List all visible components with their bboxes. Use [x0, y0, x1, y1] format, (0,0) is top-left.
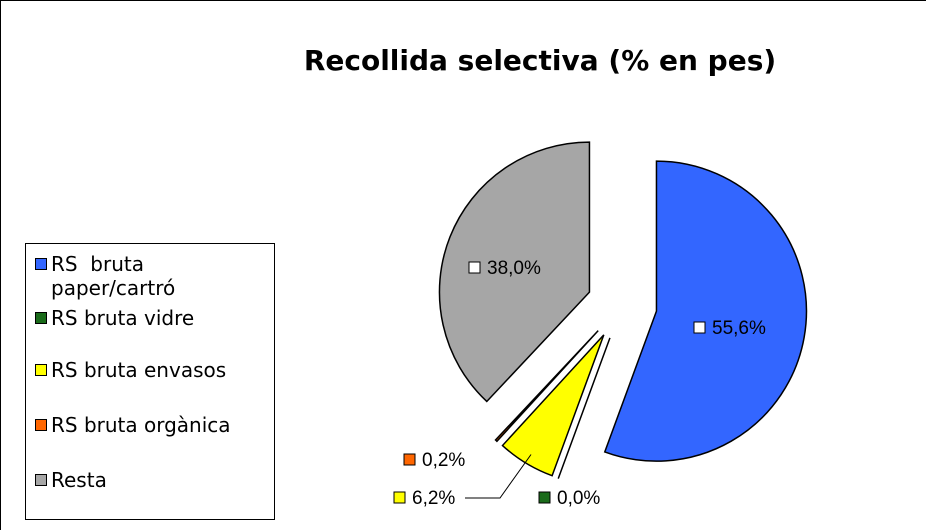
- pie-slice: [494, 330, 599, 443]
- label-swatch: [403, 453, 416, 466]
- legend-swatch: [35, 258, 47, 270]
- pie-slice: [603, 160, 808, 462]
- label-swatch: [468, 261, 481, 274]
- legend-entry: RS bruta orgànica: [34, 413, 274, 437]
- label-swatch: [393, 491, 406, 504]
- data-label: 38,0%: [487, 258, 541, 279]
- data-label: 0,0%: [557, 488, 600, 509]
- data-label: 6,2%: [412, 488, 455, 509]
- chart-title: Recollida selectiva (% en pes): [304, 44, 776, 77]
- legend-swatch: [35, 474, 47, 486]
- legend-swatch: [35, 364, 47, 376]
- data-label: 0,2%: [422, 450, 465, 471]
- legend-label: RS bruta envasos: [51, 358, 227, 382]
- legend-entry: RS bruta envasos: [34, 358, 274, 382]
- pie-slice: [438, 141, 591, 403]
- label-swatch: [538, 491, 551, 504]
- legend-label: RS bruta orgànica: [51, 413, 231, 437]
- pie-slice: [501, 334, 605, 477]
- legend-label: RS bruta paper/cartró: [51, 252, 176, 300]
- legend-entry: RS bruta vidre: [34, 306, 274, 330]
- legend-swatch: [35, 312, 47, 324]
- legend-entry: Resta: [34, 468, 274, 492]
- legend: RS bruta paper/cartró RS bruta vidre RS br…: [25, 243, 275, 520]
- legend-label: RS bruta vidre: [51, 306, 195, 330]
- data-label: 55,6%: [712, 318, 766, 339]
- leader-line: [465, 454, 532, 499]
- legend-swatch: [35, 419, 47, 431]
- legend-entry: RS bruta paper/cartró: [34, 252, 274, 300]
- label-swatch: [693, 321, 706, 334]
- legend-label: Resta: [51, 468, 107, 492]
